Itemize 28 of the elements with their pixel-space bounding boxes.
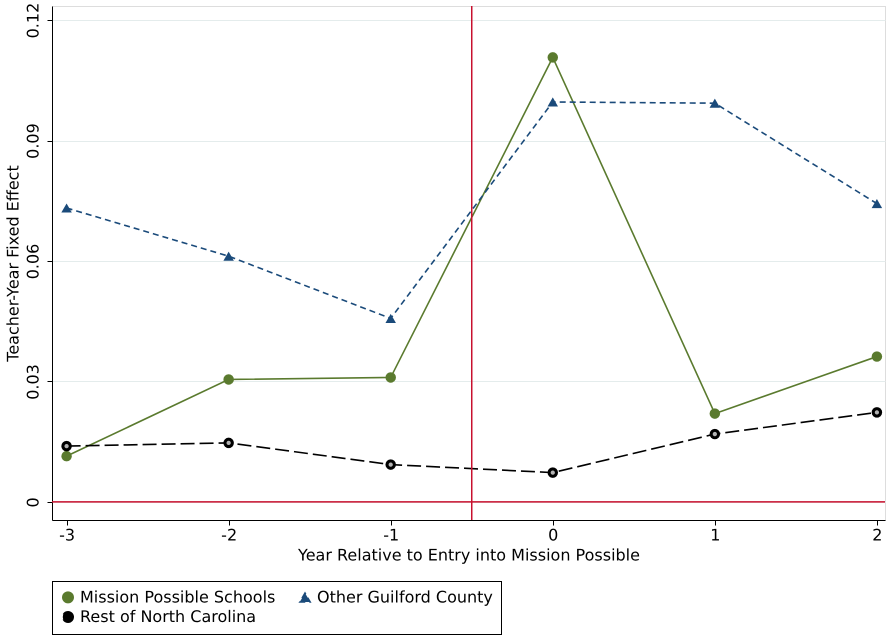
y-tick-label: 0.09 [24,123,42,159]
x-tick-label: 2 [872,526,882,544]
y-tick-label: 0 [24,497,42,508]
x-tick-label: -3 [59,526,76,544]
point [385,314,396,323]
x-tick-label: 0 [548,526,558,544]
point [385,372,396,383]
point [548,52,558,63]
y-tick-label: 0.03 [24,364,42,400]
point [710,408,720,419]
point [61,203,72,213]
point [61,450,72,462]
point [872,351,882,362]
y-tick-label: 0.06 [24,244,42,280]
x-tick-label: -1 [383,526,400,544]
x-tick-label: 1 [710,526,720,544]
y-axis-title: Teacher-Year Fixed Effect [4,165,22,363]
point [548,97,558,107]
legend-label: Mission Possible Schools [80,587,276,606]
x-axis-title: Year Relative to Entry into Mission Possible [297,546,640,564]
point [872,199,882,208]
point [710,98,720,108]
y-tick-label: 0.12 [24,2,42,38]
legend-label: Other Guilford County [317,588,493,606]
point [223,374,234,385]
x-tick-label: -2 [221,526,238,544]
legend-label: Rest of North Carolina [80,607,256,626]
point [223,252,234,261]
